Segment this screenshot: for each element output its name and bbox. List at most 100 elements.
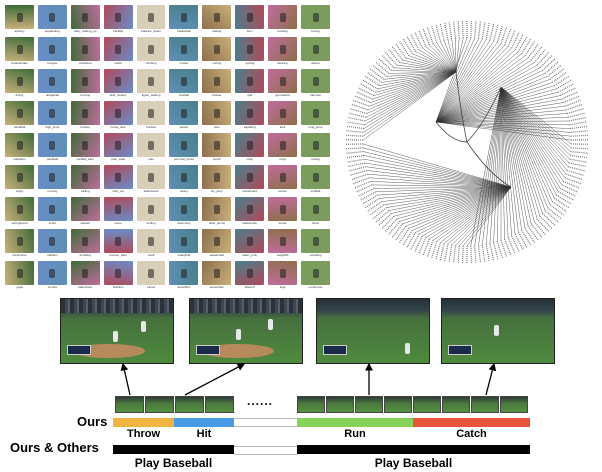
thumbnail-caption: kick xyxy=(280,125,286,129)
segment-hit xyxy=(174,418,234,427)
thumbnail-cell: wrestling xyxy=(301,229,330,258)
thumbnail-cell: soccer xyxy=(268,165,298,194)
segment-gap xyxy=(234,419,297,426)
tree-branch xyxy=(405,186,512,227)
tree-leaf-label xyxy=(558,191,575,201)
tree-branch xyxy=(500,86,526,229)
tree-branch xyxy=(435,38,475,123)
thumbnail-cell: decathlon xyxy=(169,261,199,290)
thumbnail-cell: bowling xyxy=(268,5,298,34)
tree-leaf-label xyxy=(345,130,364,133)
tree-leaf-label xyxy=(357,87,375,97)
tree-trunk xyxy=(466,86,502,143)
tree-leaf-label xyxy=(559,87,577,97)
tree-leaf-label xyxy=(517,35,528,52)
thumbnail-image xyxy=(136,101,166,125)
thumbnail-caption: sailing xyxy=(80,189,90,193)
thumbnail-image xyxy=(37,5,67,29)
thumbnail-cell: uneven_bars xyxy=(103,229,133,258)
thumbnail-caption: breaststroke xyxy=(11,61,28,65)
thumbnail-cell: football xyxy=(169,69,199,98)
tree-leaf-label xyxy=(384,218,398,233)
thumbnail-caption: parallel_bars xyxy=(76,157,94,161)
tree-branch xyxy=(500,86,535,222)
thumbnail-caption: rowing xyxy=(311,157,320,161)
tree-branch xyxy=(435,113,568,123)
thumbnail-caption: bungee xyxy=(47,61,58,65)
thumbnail-cell: catch xyxy=(103,37,133,66)
tree-branch xyxy=(500,86,548,208)
thumbnail-cell: field_hockey xyxy=(103,69,133,98)
thumbnail-image xyxy=(70,133,100,157)
thumbnail-caption: catch xyxy=(114,61,122,65)
thumbnail-caption: marathon xyxy=(13,157,26,161)
thumbnail-caption: judo xyxy=(214,125,220,129)
tree-branch xyxy=(412,186,512,231)
tree-leaf-label xyxy=(355,184,373,193)
thumbnail-cell: discus xyxy=(301,37,330,66)
thumbnail-caption: hockey xyxy=(80,125,90,129)
tree-leaf-label xyxy=(426,240,434,258)
tree-branch xyxy=(500,86,571,156)
tree-leaf-label xyxy=(568,116,587,122)
tree-branch xyxy=(435,47,512,123)
thumbnail-caption: applauding xyxy=(45,29,60,33)
tree-branch xyxy=(470,86,502,246)
tree-branch xyxy=(500,86,546,211)
thumbnail-caption: baby_waking_up xyxy=(73,29,97,33)
tree-branch xyxy=(402,186,512,224)
thumbnail-caption: kitesurf xyxy=(244,285,255,289)
tree-leaf-label xyxy=(542,213,557,227)
thumbnail-caption: tumbling xyxy=(79,253,91,257)
tree-leaf-label xyxy=(347,162,366,168)
tree-branch xyxy=(362,143,512,188)
tree-trunk xyxy=(435,121,468,143)
mini-frame-8 xyxy=(384,396,412,413)
coarse-segment-2 xyxy=(297,445,530,454)
tree-branch xyxy=(435,49,516,123)
tree-branch xyxy=(396,186,512,220)
tree-branch xyxy=(391,70,457,73)
segment-label-run: Run xyxy=(344,428,366,440)
tree-branch xyxy=(363,151,512,188)
thumbnail-caption: snowboard xyxy=(242,189,258,193)
thumbnail-cell: triathlon xyxy=(37,229,67,258)
tree-branch xyxy=(368,173,512,188)
thumbnail-image xyxy=(103,165,133,189)
thumbnail-image xyxy=(169,133,199,157)
tree-leaf-label xyxy=(430,241,438,259)
thumbnail-cell: cycling xyxy=(235,37,265,66)
tree-leaf-label xyxy=(366,201,383,213)
thumbnail-image xyxy=(301,197,330,221)
tree-branch xyxy=(429,44,457,73)
tree-leaf-label xyxy=(435,242,441,261)
thumbnail-cell: yoga xyxy=(5,261,34,290)
tree-leaf-label xyxy=(406,232,417,249)
thumbnail-cell: softball xyxy=(301,165,330,194)
thumbnail-cell: canoe xyxy=(136,261,166,290)
thumbnail-caption: taekwondo xyxy=(242,221,257,225)
tree-leaf-label xyxy=(570,130,589,133)
thumbnail-image xyxy=(235,133,265,157)
thumbnail-caption: tennis xyxy=(278,221,287,225)
thumbnail-caption: softball xyxy=(310,189,321,193)
thumbnail-caption: bmx xyxy=(246,29,253,33)
thumbnail-image xyxy=(301,37,330,61)
thumbnail-image xyxy=(136,5,166,29)
tree-branch xyxy=(425,186,512,238)
thumbnail-caption: wrestling xyxy=(309,253,322,257)
thumbnail-caption: table_tennis xyxy=(208,221,225,225)
thumbnail-cell: bungee xyxy=(37,37,67,66)
tree-branch xyxy=(432,43,457,73)
thumbnail-image xyxy=(235,37,265,61)
thumbnail-caption: horse_race xyxy=(110,125,126,129)
thumbnail-cell: kayaking xyxy=(235,101,265,130)
thumbnail-cell: javelin xyxy=(169,101,199,130)
tree-leaf-label xyxy=(551,201,568,213)
tree-branch xyxy=(408,55,457,73)
tree-branch xyxy=(386,186,512,208)
thumbnail-cell: backflip xyxy=(103,5,133,34)
thumbnail-caption: figure_skating xyxy=(141,93,161,97)
thumbnail-caption: running xyxy=(47,189,58,193)
thumbnail-image xyxy=(301,101,330,125)
